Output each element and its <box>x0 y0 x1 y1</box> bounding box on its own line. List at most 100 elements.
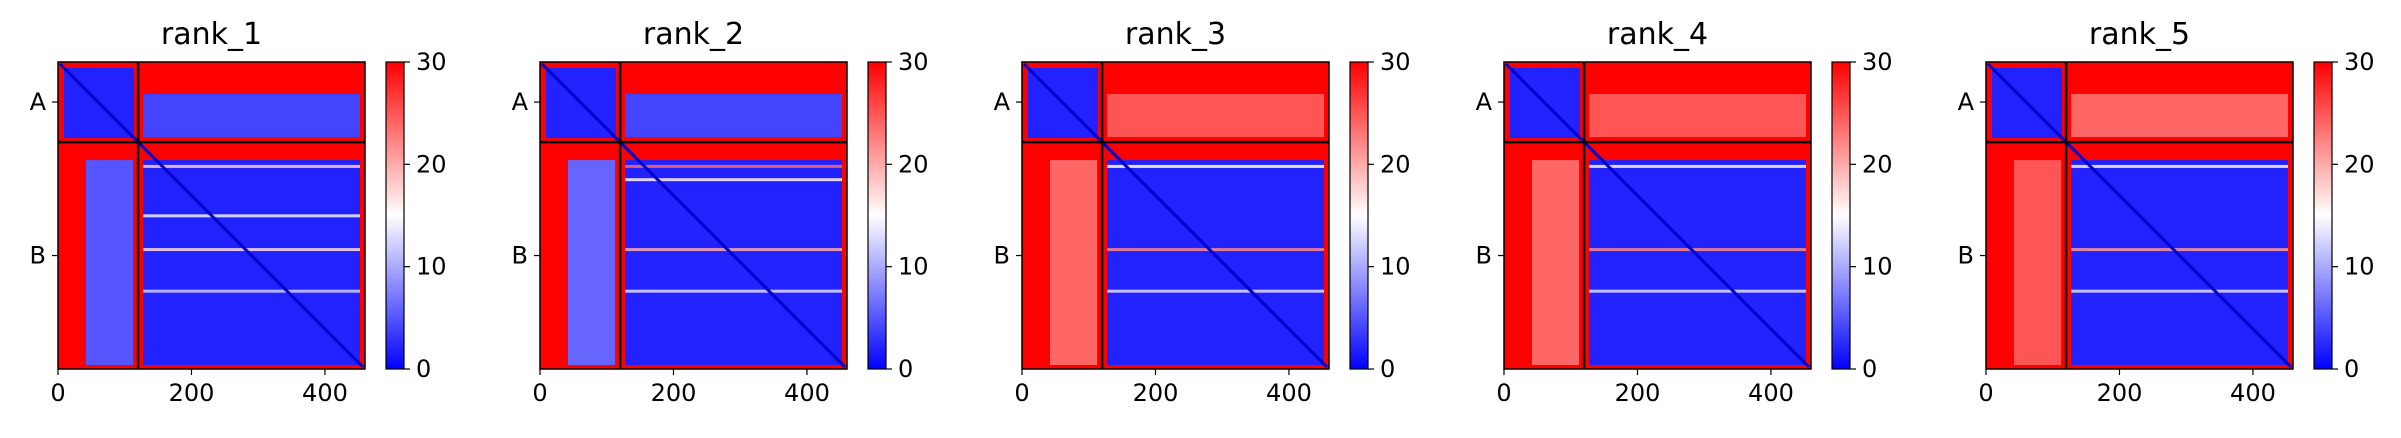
colorbar <box>1831 61 1851 370</box>
x-tick-label: 400 <box>1266 379 1312 407</box>
colorbar-tick-label: 20 <box>416 150 447 178</box>
heatmap-block-ab <box>625 94 842 138</box>
heatmap-stripe <box>1107 164 1324 168</box>
y-tick-label: A <box>512 88 529 116</box>
colorbar-tick-label: 10 <box>1862 253 1893 281</box>
panel-title: rank_3 <box>1125 17 1226 52</box>
heatmap-block-bb <box>625 160 842 365</box>
colorbar <box>2313 61 2333 370</box>
x-tick-label: 0 <box>50 379 65 407</box>
plot-frame <box>539 61 848 370</box>
x-tick-label: 0 <box>1978 379 1993 407</box>
heatmap-stripe <box>625 178 842 182</box>
colorbar-tick-label: 30 <box>1862 48 1893 76</box>
heatmap-diagonal <box>1986 62 2293 369</box>
heatmap-stripe <box>143 164 360 168</box>
colorbar-tick-label: 0 <box>2344 355 2359 383</box>
heatmap-block-bb <box>1589 160 1806 365</box>
colorbar-tick-label: 10 <box>898 253 929 281</box>
x-tick-label: 200 <box>1133 379 1179 407</box>
heatmap-stripe <box>1589 164 1806 168</box>
colorbar <box>867 61 887 370</box>
y-tick-label: B <box>30 242 46 270</box>
y-tick-label: A <box>1958 88 1975 116</box>
heatmap-block-bb <box>1107 160 1324 365</box>
y-tick-label: A <box>994 88 1011 116</box>
heatmap-block-ba <box>1532 160 1580 365</box>
colorbar-tick-label: 0 <box>898 355 913 383</box>
heatmap-panel-4: rank_4 0 200 400 A B 0 10 20 30 <box>1476 17 1893 407</box>
y-tick-label: B <box>994 242 1010 270</box>
heatmap-diagonal <box>1504 62 1811 369</box>
heatmap-panel-2: rank_2 0 200 400 A B 0 10 20 30 <box>512 17 929 407</box>
heatmap-block-ab <box>2071 94 2288 138</box>
heatmap-stripe <box>625 248 842 252</box>
x-tick-label: 0 <box>1014 379 1029 407</box>
panel-title: rank_5 <box>2089 17 2190 52</box>
x-tick-label: 200 <box>2097 379 2143 407</box>
heatmap-panel-1: rank_1 0 200 400 A B 0 10 20 30 <box>30 17 447 407</box>
heatmap-stripe <box>2071 289 2288 293</box>
heatmap-block-ba <box>1050 160 1098 365</box>
heatmap-stripe <box>1107 248 1324 252</box>
x-tick-label: 400 <box>1748 379 1794 407</box>
colorbar-tick-label: 0 <box>1380 355 1395 383</box>
x-tick-label: 200 <box>1615 379 1661 407</box>
y-tick-label: A <box>1476 88 1493 116</box>
plot-frame <box>1503 61 1812 370</box>
colorbar <box>385 61 405 370</box>
x-tick-label: 200 <box>169 379 215 407</box>
y-tick-label: B <box>512 242 528 270</box>
heatmap-block-bb <box>2071 160 2288 365</box>
heatmap-stripe <box>143 248 360 252</box>
colorbar-tick-label: 10 <box>2344 253 2375 281</box>
heatmap-stripe <box>143 214 360 218</box>
heatmap-stripe <box>625 289 842 293</box>
heatmap-stripe <box>143 289 360 293</box>
heatmap-panel-5: rank_5 0 200 400 A B 0 10 20 30 <box>1958 17 2375 407</box>
x-tick-label: 400 <box>784 379 830 407</box>
panel-title: rank_4 <box>1607 17 1708 52</box>
heatmap-panel-3: rank_3 0 200 400 A B 0 10 20 30 <box>994 17 1411 407</box>
heatmap-stripe <box>1589 289 1806 293</box>
heatmap-stripe <box>1589 248 1806 252</box>
heatmap-diagonal <box>1022 62 1329 369</box>
heatmap-block-ba <box>86 160 134 365</box>
colorbar-tick-label: 30 <box>1380 48 1411 76</box>
colorbar-tick-label: 10 <box>416 253 447 281</box>
y-tick-label: A <box>30 88 47 116</box>
colorbar-tick-label: 10 <box>1380 253 1411 281</box>
heatmap-stripe <box>625 164 842 168</box>
colorbar-tick-label: 20 <box>1380 150 1411 178</box>
panel-title: rank_1 <box>161 17 262 52</box>
panel-title: rank_2 <box>643 17 744 52</box>
heatmap-block-ab <box>1107 94 1324 138</box>
heatmap-diagonal <box>540 62 847 369</box>
heatmap-stripe <box>2071 248 2288 252</box>
heatmap-block-bb <box>143 160 360 365</box>
colorbar-tick-label: 30 <box>416 48 447 76</box>
colorbar-tick-label: 0 <box>1862 355 1877 383</box>
heatmap-block-ba <box>2014 160 2062 365</box>
y-tick-label: B <box>1476 242 1492 270</box>
colorbar-tick-label: 30 <box>898 48 929 76</box>
heatmap-block-ab <box>143 94 360 138</box>
colorbar-tick-label: 0 <box>416 355 431 383</box>
plot-frame <box>1985 61 2294 370</box>
x-tick-label: 200 <box>651 379 697 407</box>
heatmap-stripe <box>2071 164 2288 168</box>
heatmap-stripe <box>1107 289 1324 293</box>
heatmap-diagonal <box>58 62 365 369</box>
y-tick-label: B <box>1958 242 1974 270</box>
colorbar-tick-label: 30 <box>2344 48 2375 76</box>
colorbar <box>1349 61 1369 370</box>
plot-frame <box>1021 61 1330 370</box>
x-tick-label: 400 <box>2230 379 2276 407</box>
colorbar-tick-label: 20 <box>2344 150 2375 178</box>
x-tick-label: 400 <box>302 379 348 407</box>
colorbar-tick-label: 20 <box>1862 150 1893 178</box>
heatmap-block-ab <box>1589 94 1806 138</box>
x-tick-label: 0 <box>1496 379 1511 407</box>
plot-frame <box>57 61 366 370</box>
